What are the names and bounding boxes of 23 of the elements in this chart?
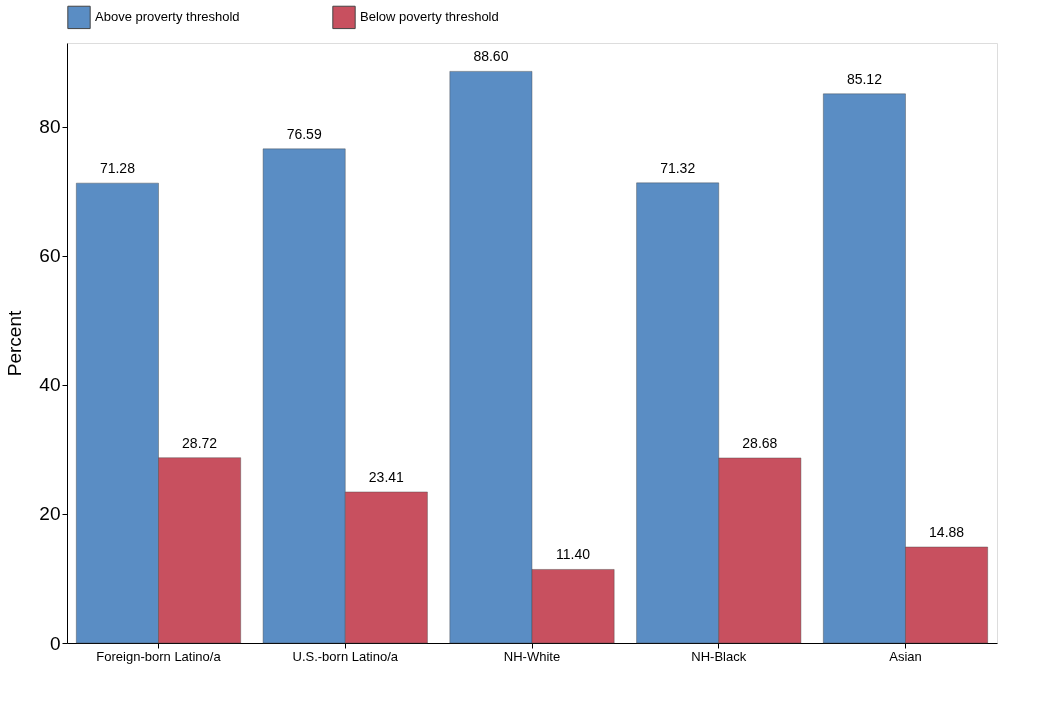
legend-label: Above proverty threshold <box>95 9 240 25</box>
legend-label: Below poverty threshold <box>360 9 499 25</box>
x-tick-label: NH-Black <box>691 648 747 664</box>
y-tick-label: 20 <box>39 503 61 525</box>
text: 28.72 <box>182 434 218 451</box>
x-tick-label: NH-White <box>503 648 561 664</box>
text: 14.88 <box>929 524 965 540</box>
y-axis-title: Percent <box>4 310 26 377</box>
y-tick-label: 40 <box>39 374 61 396</box>
x-tick-label: Asian <box>889 648 922 664</box>
text: 88.60 <box>473 48 509 65</box>
y-tick-label: 0 <box>49 632 61 654</box>
text: 85.12 <box>846 70 882 87</box>
y-tick-label: 80 <box>39 116 61 138</box>
x-tick-label: Foreign-born Latino/a <box>96 648 222 664</box>
text: 76.59 <box>286 125 322 142</box>
text: 11.40 <box>556 546 591 563</box>
y-tick-label: 60 <box>39 245 61 267</box>
text: 71.28 <box>99 160 135 177</box>
text: 71.32 <box>660 159 696 176</box>
text: 28.68 <box>742 434 778 451</box>
text: 23.41 <box>368 468 404 485</box>
x-tick-label: U.S.-born Latino/a <box>292 648 399 664</box>
